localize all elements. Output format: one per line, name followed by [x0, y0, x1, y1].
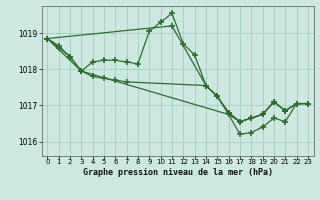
X-axis label: Graphe pression niveau de la mer (hPa): Graphe pression niveau de la mer (hPa)	[83, 168, 273, 177]
